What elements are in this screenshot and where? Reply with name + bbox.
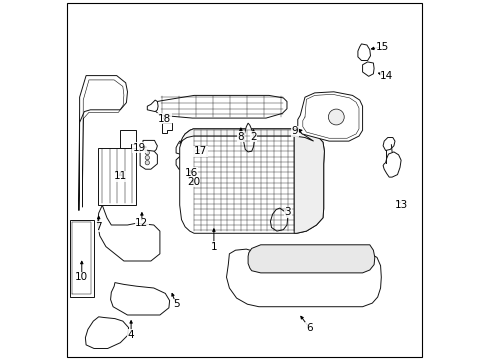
Text: 10: 10 xyxy=(75,272,88,282)
Polygon shape xyxy=(226,249,381,307)
Polygon shape xyxy=(98,205,160,261)
Polygon shape xyxy=(357,44,370,60)
Polygon shape xyxy=(147,100,158,112)
Circle shape xyxy=(145,161,149,165)
Polygon shape xyxy=(270,208,287,231)
Polygon shape xyxy=(85,317,128,348)
Text: 8: 8 xyxy=(237,132,244,142)
Polygon shape xyxy=(155,95,286,118)
Text: 19: 19 xyxy=(132,143,146,153)
Text: 1: 1 xyxy=(210,242,217,252)
Polygon shape xyxy=(382,152,400,177)
Text: 17: 17 xyxy=(194,146,207,156)
Text: 11: 11 xyxy=(113,171,127,181)
Polygon shape xyxy=(179,129,324,233)
Polygon shape xyxy=(70,220,94,297)
Polygon shape xyxy=(382,138,394,150)
Text: 16: 16 xyxy=(184,168,198,178)
Text: 9: 9 xyxy=(291,126,298,136)
Polygon shape xyxy=(142,140,157,151)
Polygon shape xyxy=(362,62,373,76)
Text: 7: 7 xyxy=(95,222,102,232)
Text: 20: 20 xyxy=(186,177,200,187)
Text: 2: 2 xyxy=(250,132,256,142)
Polygon shape xyxy=(110,283,169,315)
Text: 13: 13 xyxy=(394,200,407,210)
Polygon shape xyxy=(176,141,188,156)
Text: 3: 3 xyxy=(284,207,290,217)
Text: 6: 6 xyxy=(305,323,312,333)
Text: 15: 15 xyxy=(375,42,388,52)
Polygon shape xyxy=(297,92,362,141)
Circle shape xyxy=(145,150,149,155)
Circle shape xyxy=(145,156,149,160)
Polygon shape xyxy=(179,129,313,144)
Polygon shape xyxy=(176,156,191,170)
Polygon shape xyxy=(294,129,324,233)
Text: 5: 5 xyxy=(172,299,179,309)
Polygon shape xyxy=(247,245,374,273)
Polygon shape xyxy=(98,148,136,205)
Polygon shape xyxy=(140,148,157,169)
Polygon shape xyxy=(79,76,127,211)
Polygon shape xyxy=(162,123,171,133)
Polygon shape xyxy=(244,123,254,152)
Text: 4: 4 xyxy=(127,330,134,340)
Text: 14: 14 xyxy=(379,71,392,81)
Circle shape xyxy=(328,109,344,125)
Text: 18: 18 xyxy=(158,114,171,124)
Polygon shape xyxy=(120,130,136,148)
Text: 12: 12 xyxy=(135,218,148,228)
